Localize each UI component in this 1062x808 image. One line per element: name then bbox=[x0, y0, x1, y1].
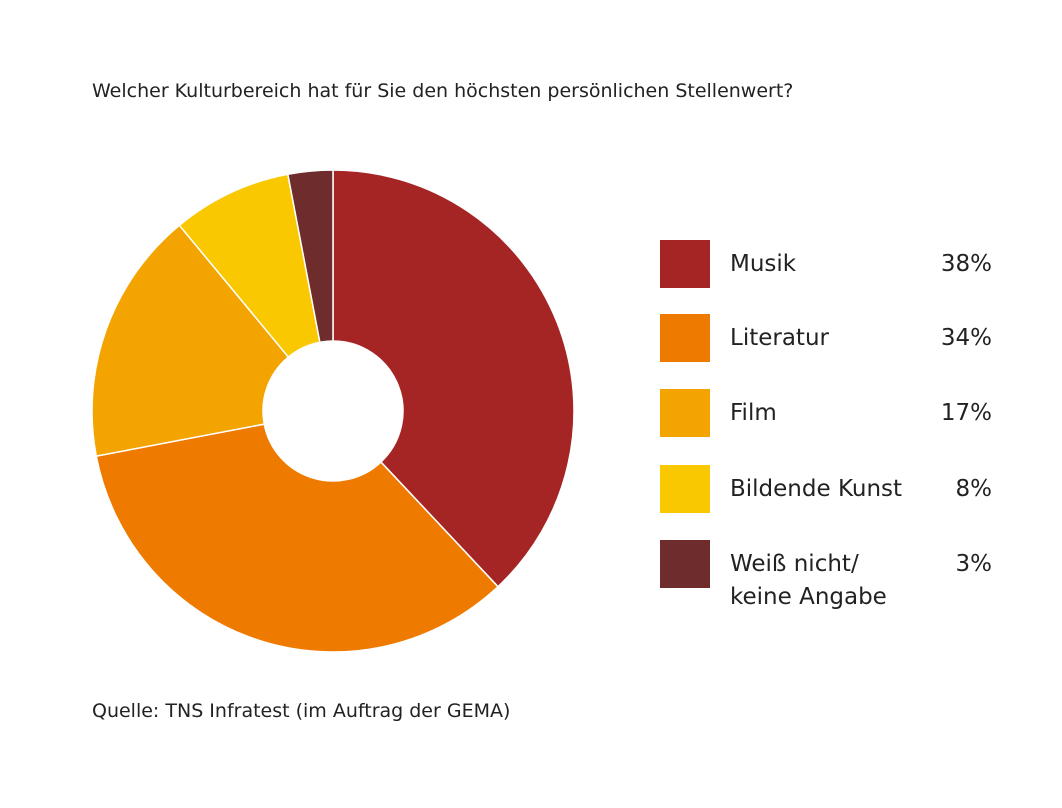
legend-label: Weiß nicht/ keine Angabe bbox=[730, 551, 887, 610]
source-note: Quelle: TNS Infratest (im Auftrag der GE… bbox=[92, 700, 511, 722]
legend-swatch bbox=[660, 465, 710, 513]
donut-slice bbox=[91, 224, 290, 458]
legend-swatch bbox=[660, 240, 710, 288]
legend-label: Musik bbox=[730, 251, 797, 277]
value-label: 3% bbox=[955, 551, 993, 577]
legend-swatch bbox=[660, 389, 710, 437]
value-label: 17% bbox=[940, 400, 992, 426]
value-label: 38% bbox=[940, 251, 992, 277]
legend-label: Literatur bbox=[730, 325, 829, 351]
legend-entry: Literatur 34% bbox=[660, 314, 992, 362]
value-label: 34% bbox=[940, 325, 992, 351]
donut-slice bbox=[332, 169, 575, 588]
legend-swatch bbox=[660, 314, 710, 362]
legend-swatch bbox=[660, 540, 710, 588]
donut-slice bbox=[95, 423, 500, 653]
legend-label: Film bbox=[730, 400, 777, 426]
chart-title: Welcher Kulturbereich hat für Sie den hö… bbox=[92, 80, 794, 102]
legend-entry: Film 17% bbox=[660, 389, 992, 437]
legend-entry: Musik 38% bbox=[660, 240, 992, 288]
legend-entry: Weiß nicht/ keine Angabe 3% bbox=[660, 540, 993, 610]
donut-slice bbox=[286, 169, 334, 344]
legend-entry: Bildende Kunst 8% bbox=[660, 465, 992, 513]
legend-label: Bildende Kunst bbox=[730, 476, 903, 502]
value-label: 8% bbox=[955, 476, 993, 502]
